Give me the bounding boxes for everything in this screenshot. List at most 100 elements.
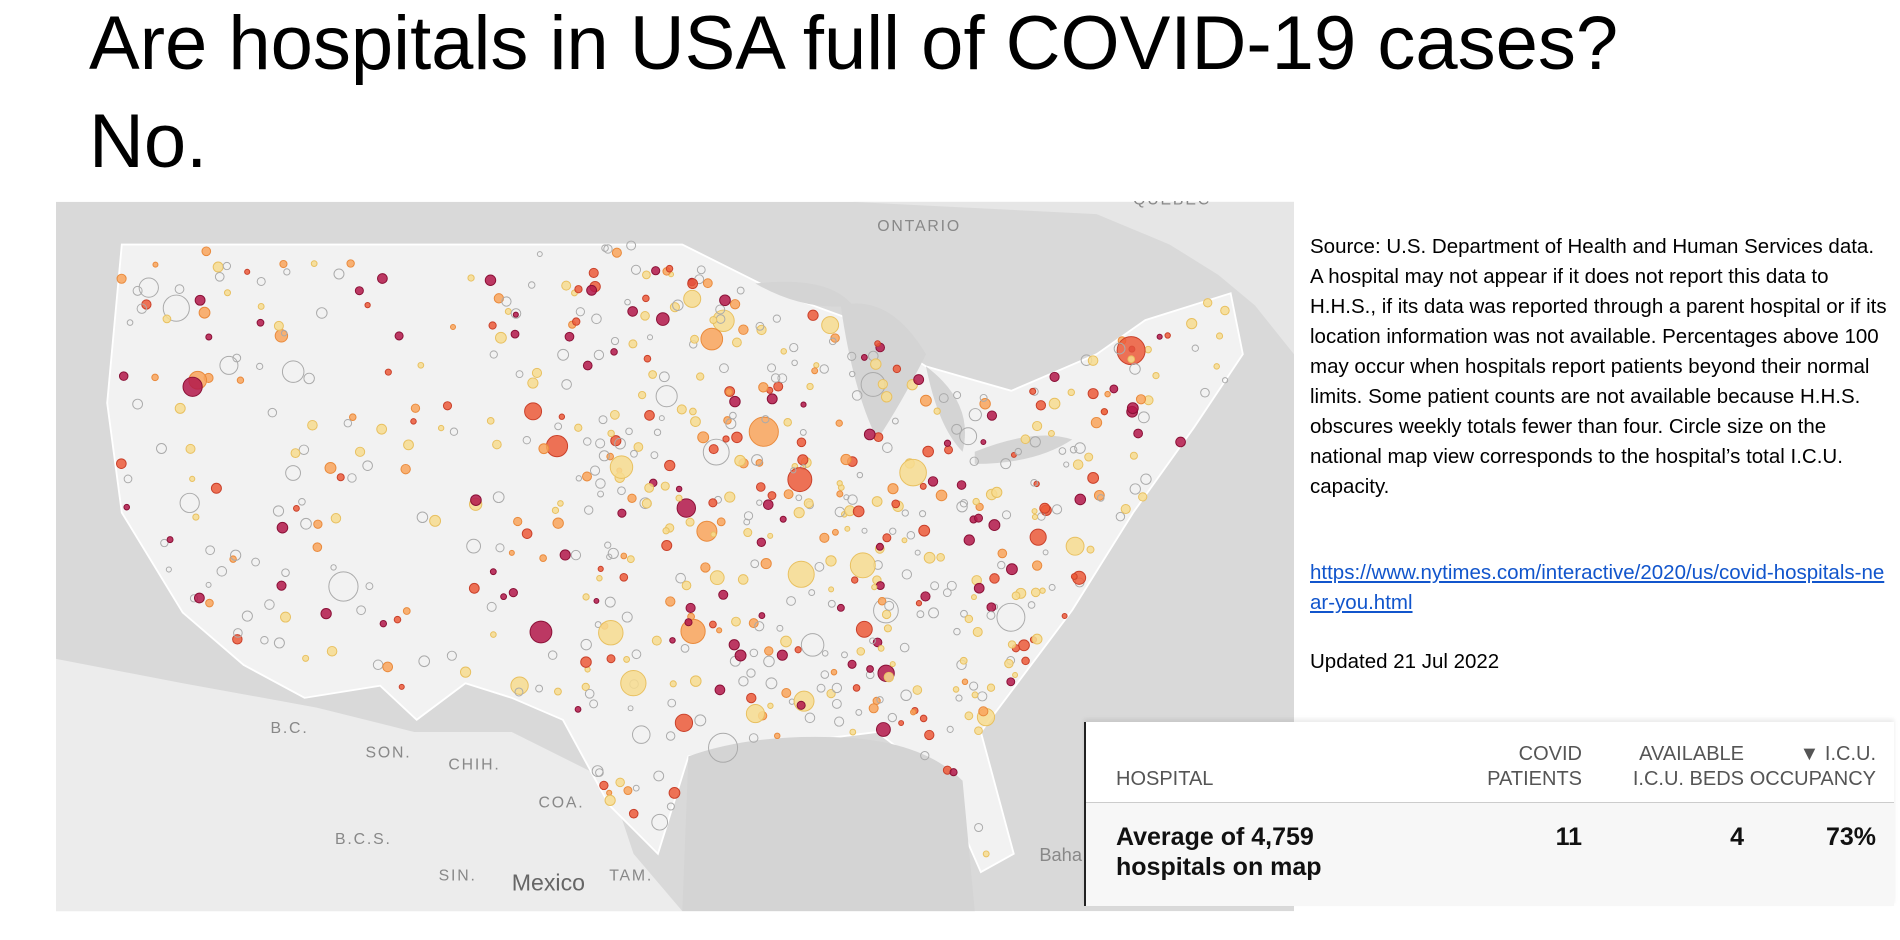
- hospital-dot: [591, 313, 602, 325]
- hospital-dot: [684, 618, 693, 627]
- hospital-dot: [1133, 428, 1143, 439]
- hospital-dot: [648, 370, 657, 379]
- hospital-dot: [847, 659, 857, 669]
- hospital-dot: [899, 458, 927, 487]
- hospital-dot: [855, 620, 873, 638]
- hospital-dot: [500, 593, 508, 601]
- hospital-dot: [814, 561, 825, 572]
- hospital-dot: [574, 285, 583, 294]
- hospital-dot: [800, 401, 807, 408]
- hospital-dot: [598, 415, 608, 425]
- hospital-dot: [508, 549, 515, 556]
- hospital-dot: [1086, 545, 1095, 554]
- map-label: CHIH.: [448, 757, 500, 774]
- hospital-dot: [575, 475, 583, 482]
- hospital-dot: [437, 424, 445, 432]
- hospital-dot: [1104, 390, 1111, 398]
- hospital-dot: [1047, 429, 1055, 437]
- hospital-dot: [595, 438, 606, 449]
- hospital-dot: [610, 348, 618, 356]
- hospital-dot: [914, 549, 921, 556]
- hospital-dot: [185, 443, 196, 454]
- hospital-dot: [293, 504, 300, 512]
- hospital-dot: [152, 261, 159, 268]
- hospital-dot: [490, 631, 497, 638]
- hospital-dot: [393, 615, 402, 624]
- hospital-dot: [1087, 355, 1099, 366]
- hospital-dot: [761, 415, 770, 424]
- hospital-dot: [597, 490, 605, 498]
- hospital-dot: [963, 534, 975, 546]
- hospital-dot: [653, 770, 665, 782]
- hospital-dot: [593, 349, 605, 361]
- hospital-dot: [205, 333, 213, 341]
- hospital-dot: [194, 294, 206, 306]
- header-line: COVID: [1518, 743, 1582, 765]
- hospital-dot: [767, 491, 777, 500]
- hospital-dot: [116, 273, 127, 284]
- hospital-dot: [953, 391, 962, 400]
- hospital-dot: [1144, 345, 1152, 354]
- hospital-dot: [919, 510, 927, 518]
- hospital-dot: [690, 675, 702, 687]
- column-header: COVID PATIENTS: [1487, 742, 1582, 792]
- hospital-dot: [584, 505, 594, 515]
- hospital-dot: [466, 538, 481, 554]
- hospital-dot: [789, 342, 799, 353]
- hospital-dot: [123, 503, 131, 511]
- hospital-dot: [535, 684, 544, 693]
- hospital-dot: [928, 607, 940, 619]
- hospital-dot: [582, 360, 593, 371]
- hospital-dot: [205, 581, 212, 588]
- map-label: COA.: [539, 795, 585, 812]
- hospital-dot: [643, 354, 652, 363]
- hospital-dot: [675, 572, 686, 584]
- mexico-land: [56, 658, 683, 912]
- hospital-dot: [320, 607, 332, 620]
- hospital-dot: [1120, 503, 1131, 515]
- hospital-dot: [630, 449, 638, 458]
- hospital-dot: [450, 324, 457, 331]
- hospital-dot: [751, 454, 763, 466]
- map-label: Mexico: [512, 869, 585, 895]
- hospital-dot: [875, 542, 884, 551]
- hospital-dot: [986, 683, 996, 692]
- hospital-dot: [1012, 672, 1019, 678]
- hospital-dot: [875, 722, 891, 737]
- hospital-dot: [964, 614, 974, 624]
- hospital-dot: [290, 448, 301, 459]
- hospital-dot: [766, 393, 778, 405]
- hospital-dot: [737, 574, 749, 585]
- hospital-dot: [642, 294, 650, 303]
- hospital-dot: [644, 483, 655, 493]
- hospital-dot: [831, 528, 839, 536]
- hospital-dot: [198, 306, 211, 319]
- hospital-dot: [871, 496, 883, 507]
- hospital-dot: [700, 562, 711, 573]
- hospital-dot: [630, 264, 642, 275]
- hospital-dot: [732, 337, 742, 348]
- hospital-dot: [959, 656, 968, 665]
- hospital-dot: [961, 678, 969, 686]
- hospital-dot: [558, 413, 566, 420]
- hospital-dot: [492, 439, 502, 450]
- hospital-dot: [276, 580, 287, 591]
- hospital-dot: [991, 486, 1003, 498]
- hospital-dot: [627, 705, 634, 712]
- hospital-dot: [162, 294, 190, 322]
- hospital-dot: [588, 267, 599, 278]
- hospital-dot: [547, 650, 558, 660]
- column-header[interactable]: ▼ I.C.U. OCCUPANCY: [1750, 742, 1876, 792]
- hospital-dot: [1000, 458, 1012, 470]
- hospital-dot: [758, 382, 769, 393]
- hospital-dot: [116, 458, 127, 469]
- hospital-dot: [836, 490, 844, 498]
- hospital-dot: [949, 768, 958, 777]
- hospital-dot: [880, 391, 893, 403]
- source-link[interactable]: https://www.nytimes.com/interactive/2020…: [1310, 561, 1885, 614]
- hospital-dot: [1093, 489, 1105, 501]
- hospital-dot: [813, 362, 820, 369]
- hospital-dot: [1126, 402, 1139, 415]
- hospital-dot: [620, 669, 647, 697]
